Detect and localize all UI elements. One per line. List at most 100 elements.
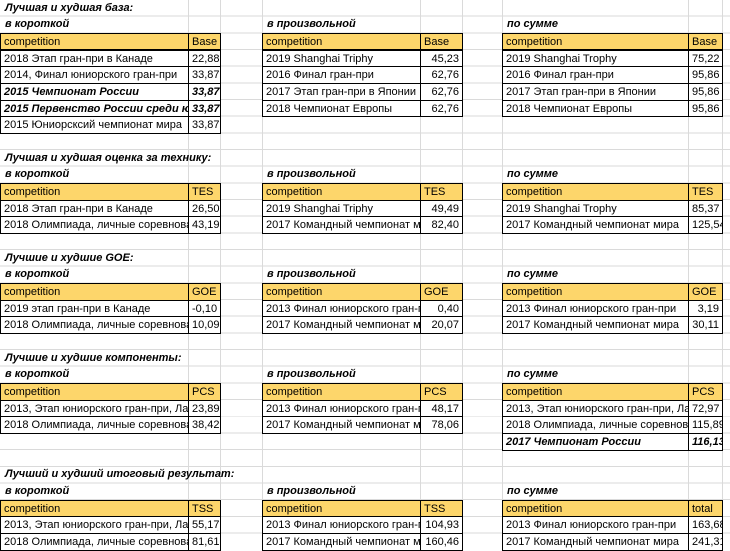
value-cell: 75,22 [688,49,723,68]
table-label: в короткой [5,18,70,31]
column-line [462,0,463,545]
competition-cell: 2015 Первенство России среди юниоров [0,99,189,118]
competition-cell: 2018 Чемпионат Европы [502,99,689,118]
competition-cell: 2017 Командный чемпионат мира [262,532,421,551]
competition-cell: 2017 Командный чемпионат мира [262,216,421,234]
competition-cell: 2018 Чемпионат Европы [262,99,421,118]
value-cell: 10,09 [188,316,221,334]
header-cell: competition [262,32,421,51]
competition-cell: 2018 Этап гран-при в Канаде [0,199,189,218]
value-cell: 104,93 [420,516,463,534]
competition-cell: 2017 Командный чемпионат мира [502,316,689,334]
table-label: в короткой [5,484,70,497]
value-cell: 33,87 [188,82,221,101]
value-cell: 22,88 [188,49,221,68]
competition-cell: 2017 Командный чемпионат мира [262,416,421,434]
value-cell: 78,06 [420,416,463,434]
table-label: по сумме [507,268,558,281]
competition-cell: 2013 Финал юниорского гран-при [502,516,689,534]
table-label: по сумме [507,18,558,31]
table-label: по сумме [507,368,558,381]
competition-cell: 2018 Олимпиада, личные соревнования [0,532,189,551]
header-cell: competition [502,182,689,201]
table-label: в короткой [5,268,70,281]
header-cell: PCS [688,382,723,401]
value-cell: 20,07 [420,316,463,334]
competition-cell: 2015 Юниорсксий чемпионат мира [0,116,189,134]
column-line [420,0,421,545]
value-cell: 26,50 [188,199,221,218]
competition-cell: 2013 Финал юниорского гран-при [502,299,689,318]
value-cell: 85,37 [688,199,723,218]
section-title: Лучшие и худшие компоненты: [5,351,182,364]
value-cell: 49,49 [420,199,463,218]
value-cell: 160,46 [420,532,463,551]
header-cell: competition [262,382,421,401]
value-cell: 82,40 [420,216,463,234]
column-line [722,0,723,545]
competition-cell: 2015 Чемпионат России [0,82,189,101]
competition-cell: 2013, Этап юниорского гран-при, Латвия [0,399,189,418]
section-title: Лучшие и худшие GOE: [5,251,134,264]
value-cell: 115,89 [688,416,723,434]
value-cell: 116,13 [688,432,723,451]
value-cell: 33,87 [188,66,221,84]
header-cell: Base [420,32,463,51]
competition-cell: 2017 Этап гран-при в Японии [502,82,689,101]
value-cell: 38,42 [188,416,221,434]
header-cell: GOE [188,282,221,301]
column-line [262,0,263,545]
value-cell: 163,68 [688,516,723,534]
competition-cell: 2013 Финал юниорского гран-при [262,299,421,318]
header-cell: total [688,499,723,518]
competition-cell: 2014, Финал юниорского гран-при [0,66,189,84]
competition-cell: 2019 этап гран-при в Канаде [0,299,189,318]
table-label: в произвольной [267,368,356,381]
header-cell: TSS [188,499,221,518]
value-cell: 0,40 [420,299,463,318]
value-cell: 62,76 [420,82,463,101]
header-cell: TES [420,182,463,201]
competition-cell: 2018 Олимпиада, личные соревнования [0,416,189,434]
header-cell: competition [0,282,189,301]
header-cell: competition [262,282,421,301]
header-cell: competition [0,32,189,51]
value-cell: -0,10 [188,299,221,318]
column-line [502,0,503,545]
competition-cell: 2013 Финал юниорского гран-при [262,516,421,534]
value-cell: 55,17 [188,516,221,534]
competition-cell: 2019 Shanghai Trophy [502,199,689,218]
competition-cell: 2016 Финал гран-при [502,66,689,84]
header-cell: GOE [420,282,463,301]
competition-cell: 2019 Shanghai Trophy [502,49,689,68]
competition-cell: 2017 Чемпионат России [502,432,689,451]
value-cell: 48,17 [420,399,463,418]
value-cell: 23,89 [188,399,221,418]
header-cell: competition [502,32,689,51]
section-title: Лучший и худший итоговый результат: [5,468,235,481]
header-cell: competition [502,282,689,301]
table-label: в произвольной [267,484,356,497]
competition-cell: 2018 Этап гран-при в Канаде [0,49,189,68]
table-label: в короткой [5,168,70,181]
section-title: Лучшая и худшая база: [5,1,134,14]
value-cell: 33,87 [188,99,221,118]
table-label: в произвольной [267,18,356,31]
column-line [188,0,189,545]
competition-cell: 2018 Олимпиада, личные соревнования [0,316,189,334]
table-label: в произвольной [267,268,356,281]
competition-cell: 2017 Командный чемпионат мира [502,532,689,551]
value-cell: 125,54 [688,216,723,234]
table-label: по сумме [507,168,558,181]
header-cell: competition [0,182,189,201]
header-cell: competition [262,499,421,518]
value-cell: 45,23 [420,49,463,68]
header-cell: Base [688,32,723,51]
value-cell: 81,61 [188,532,221,551]
competition-cell: 2013, Этап юниорского гран-при, Латвия [502,399,689,418]
header-cell: PCS [420,382,463,401]
competition-cell: 2016 Финал гран-при [262,66,421,84]
competition-cell: 2013, Этап юниорского гран-при, Латвия [0,516,189,534]
header-cell: competition [262,182,421,201]
